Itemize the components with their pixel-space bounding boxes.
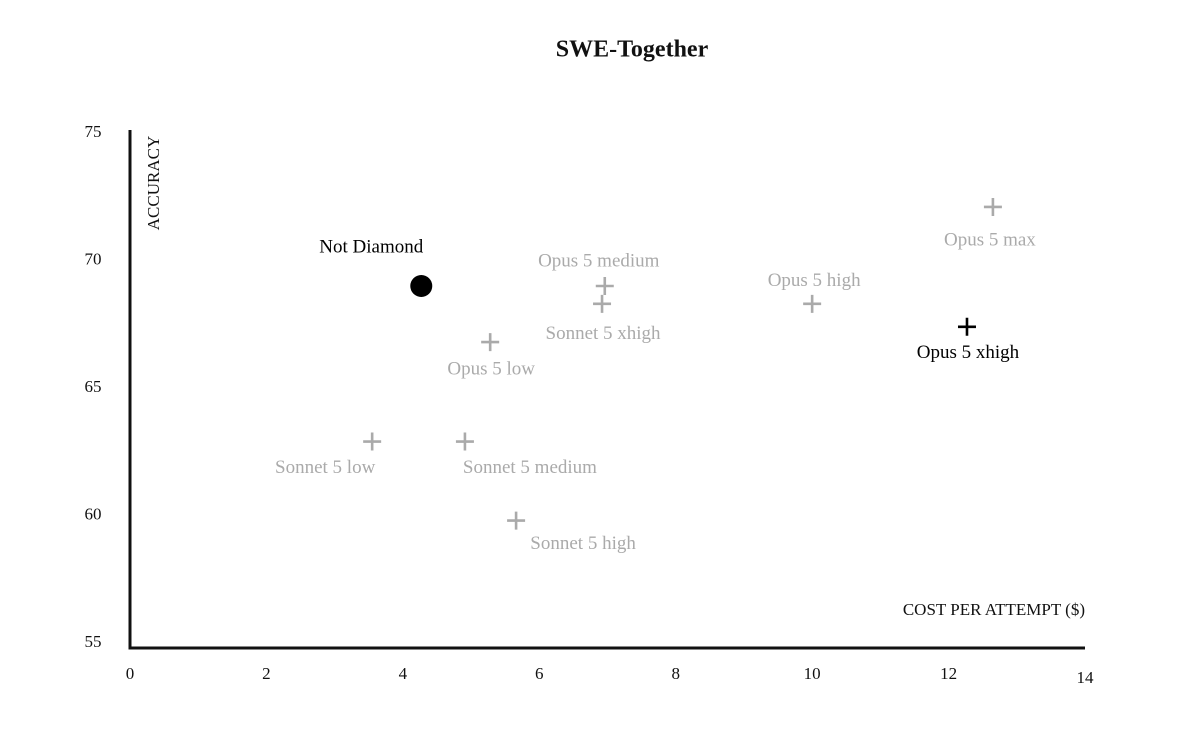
point [507, 511, 526, 530]
point-marker [983, 197, 1002, 216]
point-label: Sonnet 5 xhigh [546, 323, 662, 344]
point-label: Opus 5 high [768, 270, 861, 291]
x-tick-label: 2 [262, 664, 271, 683]
y-tick-label: 60 [85, 504, 102, 523]
x-tick-label: 14 [1077, 668, 1095, 687]
point-marker [363, 432, 382, 451]
y-tick-label: 65 [85, 377, 102, 396]
point-label: Sonnet 5 low [275, 457, 376, 478]
x-tick-label: 10 [804, 664, 821, 683]
point-label: Opus 5 medium [538, 250, 660, 271]
point-marker [595, 277, 614, 295]
y-tick-label: 55 [85, 632, 102, 651]
y-tick-label: 75 [85, 122, 102, 141]
point-label: Not Diamond [319, 236, 423, 257]
y-axis-label: ACCURACY [144, 136, 163, 230]
point [410, 275, 433, 297]
point-marker [957, 317, 976, 336]
chart-title: SWE-Together [556, 37, 709, 63]
point-marker [507, 511, 526, 530]
point [481, 333, 500, 352]
point-marker [410, 275, 433, 297]
point [363, 432, 382, 451]
x-axis-label: COST PER ATTEMPT ($) [903, 600, 1085, 619]
x-tick-label: 6 [535, 664, 544, 683]
x-tick-label: 8 [671, 664, 680, 683]
x-tick-label: 0 [126, 664, 135, 683]
point-marker [803, 294, 822, 313]
point-label: Opus 5 low [447, 358, 535, 379]
point [983, 197, 1002, 216]
point-label: Opus 5 max [944, 229, 1036, 250]
point [455, 432, 474, 451]
point-marker [593, 294, 612, 313]
point-marker [481, 333, 500, 352]
point [803, 294, 822, 313]
point-label: Sonnet 5 high [530, 533, 636, 554]
point-label: Opus 5 xhigh [917, 342, 1020, 363]
x-tick-label: 4 [399, 664, 408, 683]
point-label: Sonnet 5 medium [463, 457, 597, 478]
point [595, 277, 614, 295]
point [593, 294, 612, 313]
point-marker [455, 432, 474, 451]
y-tick-label: 70 [85, 249, 102, 268]
x-tick-label: 12 [940, 664, 957, 683]
point [957, 317, 976, 336]
